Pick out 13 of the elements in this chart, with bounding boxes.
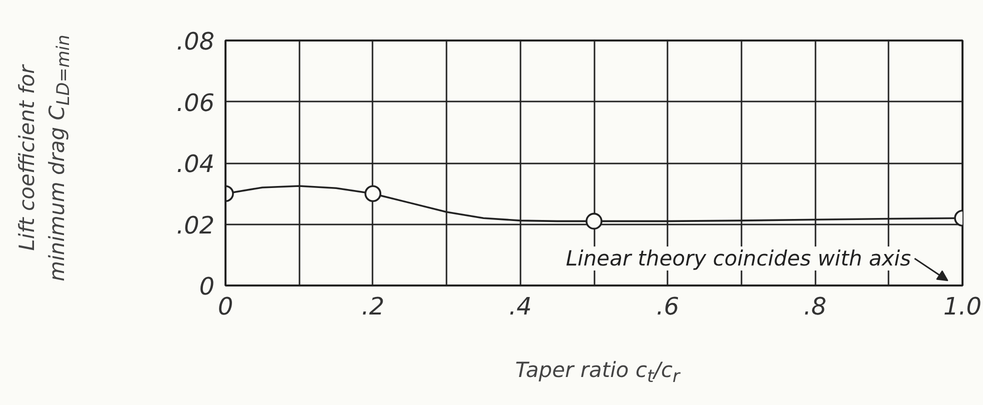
x-tick-label: .2: [361, 292, 384, 320]
y-tick-label: 0: [199, 272, 215, 300]
x-axis-title: Taper ratio c$_{t}$/c$_{r}$: [514, 357, 682, 390]
y-tick-label: .02: [176, 211, 215, 240]
y-tick-label: .04: [176, 150, 215, 178]
x-tick-label: 1.0: [943, 292, 982, 320]
y-tick-label: .06: [176, 88, 215, 117]
annotation: Linear theory coincides with axis: [566, 246, 911, 271]
x-tick-label: .8: [804, 292, 827, 320]
y-tick-label: .08: [176, 28, 215, 56]
x-tick-label: 0: [218, 292, 234, 320]
x-tick-label: .4: [508, 292, 532, 320]
x-tick-label: .6: [656, 292, 680, 320]
